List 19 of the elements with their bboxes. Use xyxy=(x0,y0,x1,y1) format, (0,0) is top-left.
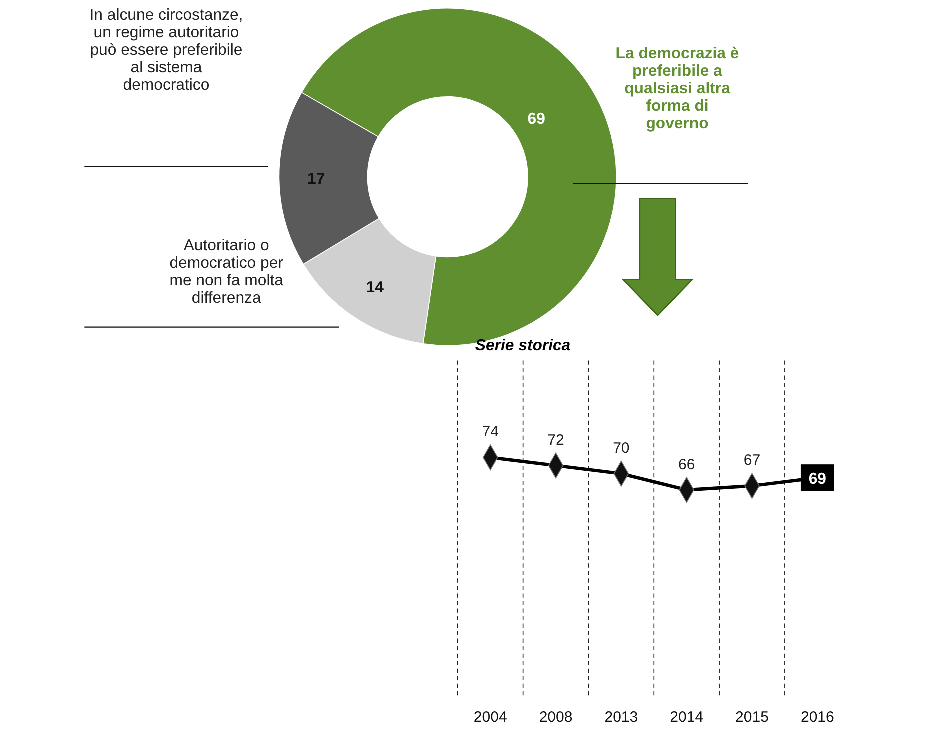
data-label: 70 xyxy=(613,440,630,458)
x-tick-label: 2013 xyxy=(604,709,638,726)
x-tick-label: 2004 xyxy=(474,709,508,726)
data-label: 17 xyxy=(308,171,326,188)
chart-title: Serie storica xyxy=(475,338,571,355)
x-tick-label: 2015 xyxy=(736,709,769,726)
x-tick-label: 2016 xyxy=(800,709,834,726)
data-label: 14 xyxy=(366,279,384,296)
x-tick-label: 2008 xyxy=(539,709,573,726)
data-label: 72 xyxy=(548,432,564,449)
x-tick-label: 2014 xyxy=(670,709,704,726)
data-label: 74 xyxy=(482,424,499,441)
data-label: 66 xyxy=(678,456,696,474)
slice-label: La democrazia è preferibile a qualsiasi altra forma di governo xyxy=(616,45,740,133)
data-label: 69 xyxy=(528,111,546,128)
slice-label: Autoritario o democratico per me non fa molta differenza xyxy=(170,238,284,308)
data-label: 69 xyxy=(808,470,827,488)
data-label: 67 xyxy=(744,452,761,470)
slice-label: In alcune circostanze, un regime autoritario può essere preferibile al sistema democratico xyxy=(90,7,244,94)
